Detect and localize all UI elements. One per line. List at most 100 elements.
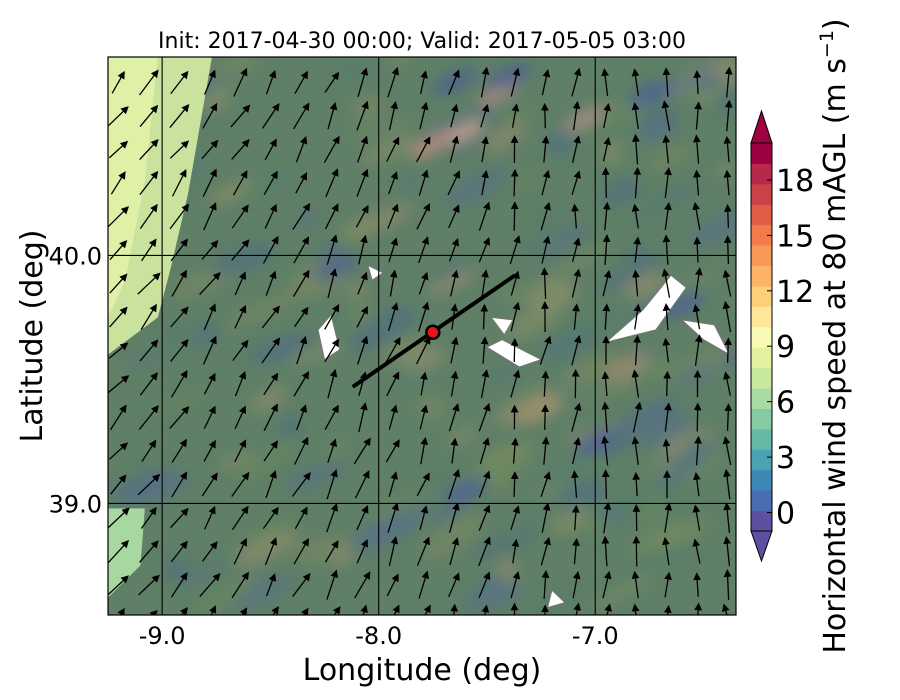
- missing-data-patch: [680, 319, 731, 356]
- wind-vector: [199, 272, 221, 295]
- colorbar-band: [751, 408, 772, 430]
- wind-vector: [631, 603, 640, 615]
- x-tick-label: -7.0: [572, 622, 619, 650]
- wind-vector: [723, 371, 731, 396]
- field-patch: [181, 559, 226, 588]
- colorbar-tick-label: 15: [776, 219, 814, 254]
- wind-vector: [292, 572, 311, 597]
- wind-vector: [571, 203, 579, 229]
- wind-vector: [261, 337, 281, 364]
- wind-vector: [541, 569, 550, 600]
- wind-vector: [602, 136, 612, 162]
- wind-vector: [263, 170, 278, 196]
- wind-vector: [604, 603, 612, 615]
- wind-vector: [324, 338, 340, 363]
- field-patch: [345, 282, 369, 297]
- wind-vector: [481, 169, 489, 196]
- wind-vector: [140, 506, 157, 529]
- wind-vector: [170, 540, 188, 563]
- wind-vector: [137, 272, 161, 295]
- wind-vector: [418, 271, 429, 295]
- wind-vector: [360, 604, 368, 615]
- field-patch: [521, 225, 590, 251]
- wind-vector: [694, 101, 702, 130]
- colorbar-band: [751, 367, 772, 389]
- wind-vector: [692, 134, 701, 164]
- colorbar-band: [751, 245, 772, 267]
- wind-vector: [386, 371, 400, 397]
- field-patch: [151, 384, 209, 418]
- wind-vector: [262, 235, 279, 264]
- colorbar: 0 3 6 9 12 15 18 Horizontal wind speed at 80 m…: [750, 18, 853, 654]
- wind-vector: [265, 573, 277, 597]
- wind-vector: [450, 370, 459, 397]
- wind-vector: [664, 402, 672, 432]
- wind-vector: [265, 69, 277, 95]
- wind-vector: [327, 101, 338, 130]
- wind-vector: [263, 440, 279, 462]
- plot-frame: [107, 56, 737, 616]
- wind-vector: [573, 602, 582, 615]
- field-patch: [720, 349, 736, 369]
- wind-vector: [480, 103, 490, 128]
- wind-vector: [603, 501, 612, 534]
- wind-vector: [601, 401, 610, 433]
- wind-vector: [141, 439, 157, 463]
- wind-vector: [571, 67, 582, 97]
- field-patch: [505, 295, 570, 341]
- wind-vector: [723, 135, 732, 163]
- colorbar-label: Horizontal wind speed at 80 mAGL (m s−1): [816, 18, 853, 653]
- field-patch: [278, 416, 303, 437]
- wind-vector: [324, 540, 339, 563]
- field-patch: [646, 147, 693, 171]
- field-patch: [156, 322, 202, 351]
- wind-vector: [384, 336, 401, 364]
- coast-strip: [108, 508, 145, 598]
- wind-vector: [358, 402, 368, 433]
- field-patch: [238, 168, 293, 195]
- wind-vector: [264, 537, 278, 566]
- wind-vector: [170, 507, 189, 529]
- wind-vector: [540, 536, 551, 566]
- coastal-high-wind-strip: [108, 57, 212, 598]
- wind-vector: [723, 502, 732, 533]
- wind-vector: [201, 472, 218, 497]
- wind-vector: [293, 537, 309, 565]
- wind-vector: [664, 571, 672, 598]
- wind-vector: [449, 237, 460, 262]
- wind-vector: [111, 70, 125, 94]
- wind-vector: [722, 300, 732, 333]
- wind-vector: [294, 436, 309, 465]
- field-patch: [546, 129, 574, 157]
- lat-lon-gridlines: [108, 57, 736, 615]
- wind-vector: [263, 372, 279, 396]
- wind-vector: [723, 468, 731, 500]
- wind-vector: [481, 604, 490, 615]
- colorbar-label-main: Horizontal wind speed at 80 mAGL (m s: [818, 58, 853, 654]
- field-patch: [425, 269, 477, 297]
- wind-vector: [572, 537, 580, 565]
- wind-vector: [170, 306, 189, 328]
- wind-vector: [723, 569, 732, 601]
- wind-vector: [141, 238, 157, 262]
- colorbar-band: [751, 510, 772, 532]
- field-patch: [482, 446, 511, 474]
- wind-vector: [510, 201, 519, 231]
- wind-vector: [416, 202, 431, 230]
- colorbar-tick-label: 0: [776, 497, 795, 532]
- wind-vector: [293, 236, 310, 264]
- wind-vector: [601, 371, 610, 396]
- field-patch: [645, 356, 685, 381]
- wind-vector: [234, 370, 247, 397]
- wind-vector: [416, 472, 430, 497]
- wind-vector: [480, 303, 489, 330]
- wind-vector: [231, 239, 250, 261]
- colorbar-tick-label: 3: [776, 441, 795, 476]
- wind-vector: [261, 103, 280, 129]
- wind-vector: [139, 372, 158, 396]
- field-patch: [341, 205, 413, 238]
- wind-vector: [294, 506, 308, 530]
- wind-vector: [230, 104, 251, 128]
- wind-vector: [356, 100, 369, 131]
- wind-vector: [234, 439, 247, 463]
